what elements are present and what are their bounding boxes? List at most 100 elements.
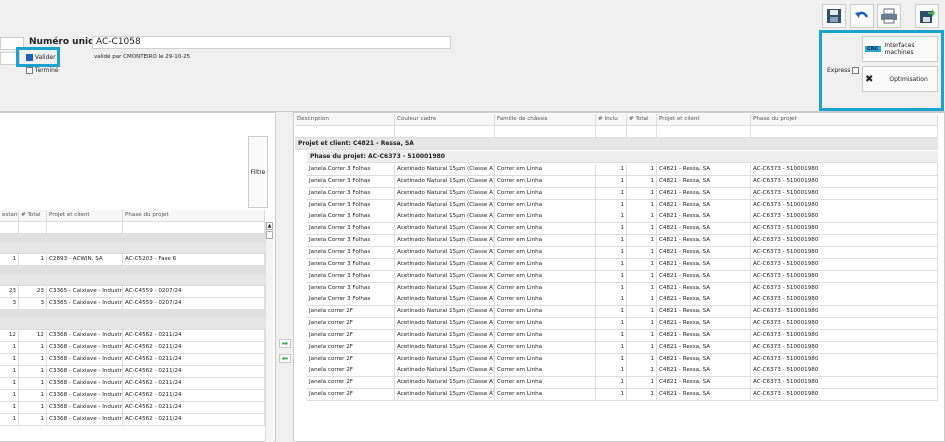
table-row[interactable]: Janela Correr 3 Folhas Acetinado Natural … — [307, 211, 938, 224]
table-cell: C3368 - Caixiave - Industri... — [47, 414, 123, 426]
table-row[interactable]: Janela correr 2F Acetinado Natural 15µm (… — [307, 341, 938, 354]
table-cell: 1 — [627, 306, 657, 319]
table-row[interactable]: 1 1 C3368 - Caixiave - Industri... AC-C4562… — [0, 378, 265, 390]
print-button[interactable] — [877, 4, 901, 28]
column-header[interactable]: Famille de châssis — [495, 114, 596, 126]
table-row[interactable]: 1 1 C3368 - Caixiave - Industri... AC-C4562… — [0, 414, 265, 426]
optimisation-button[interactable]: ✖ Optimisation — [862, 66, 938, 92]
filter-cell[interactable] — [19, 222, 47, 234]
table-row[interactable]: 23 23 C3365 - Caixiave - Industri... AC-C45… — [0, 286, 265, 298]
table-row[interactable]: 1 1 C3368 - Caixiave - Industri... AC-C4562… — [0, 366, 265, 378]
table-cell: Janela correr 2F — [307, 318, 395, 331]
table-row[interactable]: Janela correr 2F Acetinado Natural 15µm (… — [307, 353, 938, 366]
group-row[interactable] — [0, 274, 265, 286]
table-cell: Janela Correr 3 Folhas — [307, 223, 395, 236]
table-row[interactable]: Janela correr 2F Acetinado Natural 15µm (… — [307, 306, 938, 319]
table-row[interactable]: Janela Correr 3 Folhas Acetinado Natural … — [307, 223, 938, 236]
table-row[interactable]: Janela Correr 3 Folhas Acetinado Natural … — [307, 246, 938, 259]
subgroup-row[interactable]: Phase du projet: AC-C6373 - 510001980 — [307, 151, 938, 163]
filter-cell[interactable] — [47, 222, 123, 234]
table-row[interactable]: Janela correr 2F Acetinado Natural 15µm (… — [307, 329, 938, 342]
table-row[interactable]: Janela Correr 3 Folhas Acetinado Natural … — [307, 199, 938, 212]
table-cell: AC-C6373 - 510001980 — [751, 365, 938, 378]
table-row[interactable]: Janela correr 2F Acetinado Natural 15µm (… — [307, 389, 938, 402]
validated-text: validé par CMONTEIRO le 29-10-25 — [94, 54, 191, 60]
termine-label: Terminé — [34, 67, 59, 74]
filter-cell[interactable] — [295, 126, 395, 138]
group-row[interactable]: Projet et client: C4821 - Ressa, SA — [295, 138, 938, 150]
column-header[interactable]: Phase du projet — [123, 210, 265, 222]
table-row[interactable]: 3 3 C3365 - Caixiave - Industri... AC-C4559… — [0, 298, 265, 310]
filter-cell[interactable] — [751, 126, 938, 138]
undo-button[interactable] — [850, 4, 874, 28]
interfaces-machines-button[interactable]: CNC Interfaces machines — [862, 36, 938, 62]
save-export-button[interactable] — [915, 4, 939, 28]
table-row[interactable]: 1 1 C2893 - ACWIN, SA AC-C5203 - Fase 6 — [0, 254, 265, 266]
column-header[interactable]: # Total — [19, 210, 47, 222]
table-cell: 1 — [627, 389, 657, 402]
table-row[interactable]: Janela correr 2F Acetinado Natural 15µm (… — [307, 365, 938, 378]
column-header[interactable]: Description — [295, 114, 395, 126]
date-field[interactable] — [0, 52, 20, 65]
table-row[interactable]: 1 1 C3368 - Caixiave - Industri... AC-C4562… — [0, 354, 265, 366]
column-header[interactable]: Couleur cadre — [395, 114, 495, 126]
table-cell: 1 — [0, 354, 19, 366]
left-field[interactable] — [0, 37, 24, 50]
table-row[interactable]: Janela correr 2F Acetinado Natural 15µm (… — [307, 377, 938, 390]
group-row[interactable] — [0, 318, 265, 330]
termine-checkbox[interactable]: Terminé — [26, 67, 59, 74]
move-right-button[interactable]: ➡ — [279, 339, 291, 348]
table-cell: Acetinado Natural 15µm (Classe A) — [395, 199, 495, 212]
scroll-thumb[interactable] — [266, 231, 273, 239]
left-scrollbar[interactable]: ▲ — [265, 222, 273, 442]
table-cell: C3368 - Caixiave - Industri... — [47, 366, 123, 378]
move-left-button[interactable]: ⬅ — [279, 354, 291, 363]
table-row[interactable]: Janela Correr 3 Folhas Acetinado Natural … — [307, 175, 938, 188]
table-cell: AC-C6373 - 510001980 — [751, 294, 938, 307]
filter-row[interactable] — [0, 222, 265, 234]
table-cell: 1 — [627, 318, 657, 331]
column-header[interactable]: # Total — [627, 114, 657, 126]
table-row[interactable]: 1 1 C3368 - Caixiave - Industri... AC-C4562… — [0, 342, 265, 354]
scroll-up-icon[interactable]: ▲ — [266, 222, 273, 230]
filter-cell[interactable] — [657, 126, 751, 138]
numero-input[interactable]: AC-C1058 — [92, 36, 451, 49]
group-row[interactable] — [0, 242, 265, 254]
filter-button[interactable]: Filtre — [248, 136, 268, 208]
filter-cell[interactable] — [395, 126, 495, 138]
table-cell: AC-C6373 - 510001980 — [751, 270, 938, 283]
table-cell: AC-C6373 - 510001980 — [751, 164, 938, 176]
filter-cell[interactable] — [495, 126, 596, 138]
save-button[interactable] — [822, 4, 846, 28]
column-header[interactable]: estant — [0, 210, 19, 222]
table-cell: Janela correr 2F — [307, 365, 395, 378]
table-cell: 1 — [19, 402, 47, 414]
table-cell: Acetinado Natural 15µm (Classe A) — [395, 389, 495, 402]
column-header[interactable]: Projet et client — [657, 114, 751, 126]
table-row[interactable]: Janela Correr 3 Folhas Acetinado Natural … — [307, 282, 938, 295]
filter-cell[interactable] — [0, 222, 19, 234]
filter-cell[interactable] — [596, 126, 627, 138]
column-header[interactable]: Phase du projet — [751, 114, 938, 126]
filter-row[interactable] — [295, 126, 938, 138]
table-row[interactable]: Janela Correr 3 Folhas Acetinado Natural … — [307, 164, 938, 176]
table-row[interactable]: Janela correr 2F Acetinado Natural 15µm (… — [307, 318, 938, 331]
table-row[interactable]: Janela Correr 3 Folhas Acetinado Natural … — [307, 294, 938, 307]
valider-checkbox[interactable]: Valider — [26, 54, 56, 61]
filter-cell[interactable] — [627, 126, 657, 138]
table-row[interactable]: 12 12 C3368 - Caixiave - Industri... AC-C45… — [0, 330, 265, 342]
express-checkbox[interactable]: Express — [827, 67, 860, 74]
filter-cell[interactable] — [123, 222, 265, 234]
table-row[interactable]: Janela Correr 3 Folhas Acetinado Natural … — [307, 187, 938, 200]
table-row[interactable]: 1 1 C3368 - Caixiave - Industri... AC-C4562… — [0, 390, 265, 402]
table-cell: 1 — [0, 414, 19, 426]
table-row[interactable]: Janela Correr 3 Folhas Acetinado Natural … — [307, 270, 938, 283]
column-header[interactable]: # Inclu — [596, 114, 627, 126]
table-row[interactable]: 1 1 C3368 - Caixiave - Industri... AC-C4562… — [0, 402, 265, 414]
column-header[interactable]: Projet et client — [47, 210, 123, 222]
table-row[interactable]: Janela Correr 3 Folhas Acetinado Natural … — [307, 258, 938, 271]
table-cell: 1 — [19, 390, 47, 402]
table-cell: C4821 - Ressa, SA — [657, 306, 751, 319]
table-cell: 1 — [627, 246, 657, 259]
table-row[interactable]: Janela Correr 3 Folhas Acetinado Natural … — [307, 235, 938, 248]
